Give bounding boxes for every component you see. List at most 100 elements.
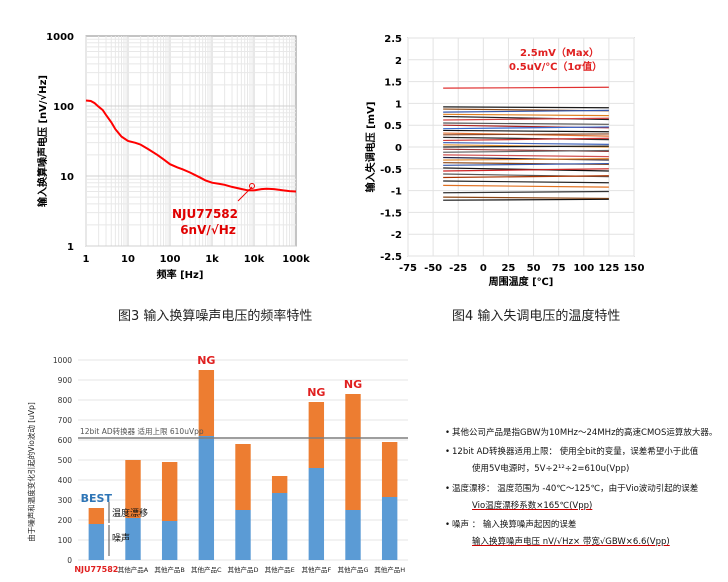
x-tick-label: 100 xyxy=(160,254,181,265)
y-tick-label: 1.5 xyxy=(384,78,402,89)
unit-drift-series xyxy=(443,137,609,142)
y-tick-label: 200 xyxy=(58,516,73,525)
bar-segment xyxy=(198,370,215,436)
x-tick-label: 其他产品C xyxy=(191,565,222,574)
x-tick-label: 其他产品B xyxy=(154,565,184,574)
reference-line-label: 12bit AD转换器 适用上限 610uVpp xyxy=(80,426,204,436)
bar-segment xyxy=(345,510,361,560)
note-text: 温度漂移： 温度范围为 -40℃～125℃，由于Vio波动引起的误差 xyxy=(452,483,699,494)
bar-segment xyxy=(198,436,215,560)
y-tick-label: 900 xyxy=(58,376,73,385)
bar-segment xyxy=(161,462,178,521)
note-other-products: • 其他公司产品是指GBW为10MHz～24MHz的高速CMOS运算放大器。 xyxy=(445,428,718,438)
x-tick-label: 1 xyxy=(83,254,90,265)
x-tick-label: 其他产品E xyxy=(265,565,295,574)
bar-segment xyxy=(271,476,288,493)
bar-segment xyxy=(308,402,325,468)
x-tick-label: 150 xyxy=(624,263,645,274)
vio-comparison-bar-chart: 0 100 200 300 400 500 600 700 800 900 1000 12bit A… xyxy=(26,354,408,574)
note-noise: • 噪声 ： 输入换算噪声起因的误差 输入换算噪声电压 nV/√Hz× 带宽√G… xyxy=(445,520,725,547)
y-tick-label: 700 xyxy=(58,416,73,425)
x-tick-label: 其他产品F xyxy=(301,565,331,574)
y-tick-label: 100 xyxy=(53,102,74,113)
unit-drift-series xyxy=(443,117,609,121)
note-ad-limit: • 12bit AD转换器适用上限： 使用全bit的变量，误差希望小于此值 使用… xyxy=(445,447,725,474)
x-tick-label: 50 xyxy=(527,263,541,274)
bar-segment xyxy=(125,460,141,518)
unit-drift-series xyxy=(443,175,609,179)
annotation-max: 2.5mV（Max） xyxy=(520,46,599,59)
note-text: 噪声 ： 输入换算噪声起因的误差 xyxy=(452,519,577,530)
bar-segment xyxy=(308,468,325,560)
unit-drift-series xyxy=(443,196,609,200)
x-tick-label: 0 xyxy=(480,263,487,274)
unit-drift-series xyxy=(443,154,609,158)
unit-drift-series xyxy=(443,184,609,188)
y-tick-label: 300 xyxy=(58,496,73,505)
bar-status-label: NG xyxy=(344,378,362,391)
x-tick-label: 其他产品H xyxy=(374,565,405,574)
unit-drift-series xyxy=(443,86,609,89)
y-axis-label: 由于噪声和温度变化引起的Vio波动 [uVp] xyxy=(26,402,36,542)
bar-status-label: NG xyxy=(307,386,325,399)
noise-frequency-chart: 1 10 100 1k 10k 100k 1 10 100 1000 NJU77582 6nV/… xyxy=(36,32,310,281)
y-tick-label: -1 xyxy=(391,187,402,198)
bar-segment xyxy=(381,442,398,497)
unit-drift-series xyxy=(443,149,609,153)
unit-drift-series xyxy=(443,190,609,194)
series-label-noise: 噪声 xyxy=(112,532,130,544)
y-tick-label: 1000 xyxy=(46,32,74,43)
unit-drift-series xyxy=(443,156,609,161)
x-tick-label: -50 xyxy=(424,263,442,274)
y-tick-label: 400 xyxy=(58,476,73,485)
x-tick-label: 125 xyxy=(598,263,619,274)
unit-drift-series xyxy=(443,129,609,133)
annotation-noise-value: 6nV/√Hz xyxy=(180,223,236,237)
series-label-drift: 温度漂移 xyxy=(112,507,148,519)
unit-drift-series xyxy=(443,106,609,109)
unit-drift-series xyxy=(443,142,609,145)
y-tick-label: -1.5 xyxy=(380,208,402,219)
note-text: 12bit AD转换器适用上限： 使用全bit的变量，误差希望小于此值 xyxy=(452,447,699,458)
y-tick-label: 1 xyxy=(67,242,74,253)
y-tick-label: 100 xyxy=(58,536,73,545)
y-tick-label: 2 xyxy=(395,56,402,67)
figure-3-caption: 图3 输入换算噪声电压的频率特性 xyxy=(118,309,313,324)
y-axis-label: 输入失调电压 [mV] xyxy=(364,102,377,193)
bar-status-label: NG xyxy=(197,354,215,367)
bar-segment xyxy=(235,444,251,510)
y-tick-label: 10 xyxy=(60,172,74,183)
unit-drift-series xyxy=(443,162,609,166)
y-tick-label: 600 xyxy=(58,436,73,445)
bar-status-label: BEST xyxy=(81,492,113,505)
x-tick-label: -75 xyxy=(399,263,417,274)
x-tick-label: 其他产品D xyxy=(227,565,258,574)
bar-segment xyxy=(88,508,105,524)
bar-segment xyxy=(271,493,288,560)
annotation-part-number: NJU77582 xyxy=(172,207,238,221)
x-tick-label: 10k xyxy=(244,254,265,265)
annotation-leader-line xyxy=(237,186,253,202)
y-tick-label: -0.5 xyxy=(380,165,402,176)
y-tick-label: 0 xyxy=(395,143,402,154)
figure-4-caption: 图4 输入失调电压的温度特性 xyxy=(452,309,621,324)
note-temperature-drift: • 温度漂移： 温度范围为 -40℃～125℃，由于Vio波动引起的误差 Vio… xyxy=(445,484,725,511)
noise-curve-series xyxy=(85,99,297,193)
x-tick-label: 1k xyxy=(205,254,219,265)
y-tick-label: 500 xyxy=(58,456,73,465)
unit-drift-series xyxy=(443,109,609,113)
y-tick-label: 2.5 xyxy=(384,34,402,45)
notes-panel: • 其他公司产品是指GBW为10MHz～24MHz的高速CMOS运算放大器。 •… xyxy=(445,428,725,556)
x-tick-label: 25 xyxy=(501,263,515,274)
annotation-sigma: 0.5uV/℃（1σ值） xyxy=(509,60,602,73)
y-tick-label: -2.5 xyxy=(380,252,402,263)
unit-drift-series xyxy=(443,145,609,148)
x-tick-label: 其他产品G xyxy=(337,565,368,574)
note-formula: 使用5V电源时，5V÷2¹²÷2=610u(Vpp) xyxy=(472,464,630,475)
bar-segment xyxy=(161,521,178,560)
bar-segment xyxy=(125,518,141,560)
x-axis-label: 频率 [Hz] xyxy=(157,268,204,281)
unit-drift-series xyxy=(443,133,609,136)
bar-segment xyxy=(381,497,398,560)
unit-drift-series xyxy=(443,168,609,172)
